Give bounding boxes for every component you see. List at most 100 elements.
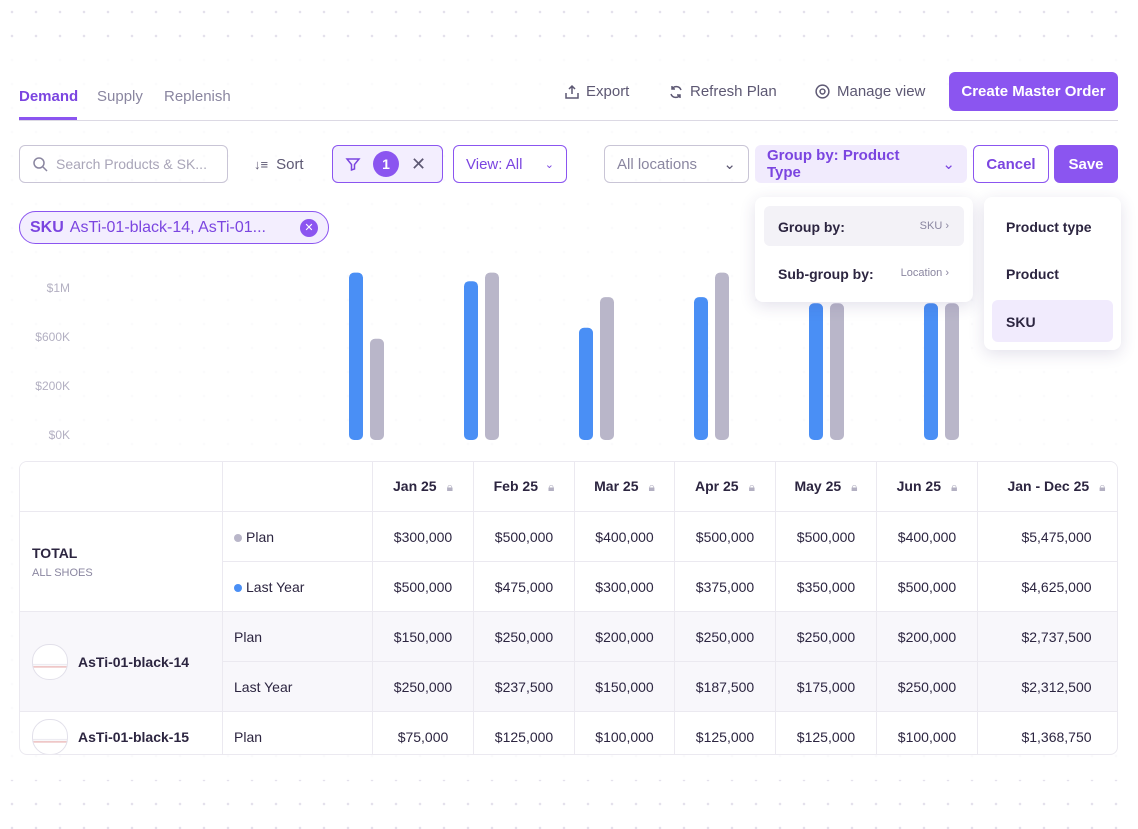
view-dropdown[interactable]: View: All ⌄: [453, 145, 567, 183]
product-thumb: [32, 718, 68, 754]
value-cell: $125,000: [674, 711, 776, 754]
value: Location: [900, 267, 943, 279]
save-button[interactable]: Save: [1054, 145, 1118, 183]
metric-label: Plan: [234, 728, 263, 745]
sort-button[interactable]: ↓≡ Sort: [242, 145, 316, 183]
value-cell: $250,000: [372, 661, 474, 712]
locations-dropdown[interactable]: All locations ⌄: [604, 145, 749, 183]
bar: [924, 303, 938, 440]
chip-label: SKU: [30, 218, 64, 236]
icon: ↓≡: [254, 156, 269, 172]
y-tick-label: $600K: [35, 330, 70, 344]
metric-cell: Last Year: [222, 661, 373, 712]
refresh-button[interactable]: Refresh Plan: [668, 83, 777, 100]
column-label: Jan 25: [393, 478, 437, 494]
value-cell: $200,000: [876, 611, 978, 662]
value-cell: $500,000: [372, 561, 474, 612]
label: All locations: [617, 155, 698, 173]
divider: [19, 120, 1118, 121]
clear-icon[interactable]: ✕: [411, 153, 427, 174]
value-cell: $300,000: [372, 511, 474, 562]
value-cell: $200,000: [574, 611, 675, 662]
search-box[interactable]: Search Products & SK...: [19, 145, 228, 183]
cancel-button[interactable]: Cancel: [973, 145, 1049, 183]
tab-underline: [19, 117, 77, 120]
value-cell: $4,625,000: [977, 561, 1117, 612]
bar: [694, 297, 708, 440]
header-cell: [222, 462, 373, 512]
create-button[interactable]: Create Master Order: [949, 72, 1118, 111]
option-menu: Product type Product SKU: [984, 197, 1121, 350]
export-button[interactable]: Export: [564, 83, 629, 100]
value: SKU: [919, 220, 943, 232]
group-cell: AsTi-01-black-14: [20, 611, 223, 712]
column-label: Apr 25: [695, 478, 739, 494]
lock-icon: 🔒︎: [547, 480, 555, 494]
value-cell: $250,000: [473, 611, 575, 662]
chip-value: AsTi-01-black-14, AsTi-01...: [69, 218, 266, 236]
data-row: AsTi-01-black-15 Plan $75,000 $125,000 $100,…: [20, 711, 1117, 754]
filter-count: 1: [373, 151, 399, 177]
tab[interactable]: Replenish: [164, 88, 231, 105]
bar: [830, 303, 844, 440]
group-name: AsTi-01-black-15: [78, 728, 190, 745]
metric-cell: Plan: [222, 611, 373, 662]
bar: [579, 327, 593, 440]
group-product: AsTi-01-black-15: [32, 718, 222, 754]
option[interactable]: Product: [1006, 266, 1059, 282]
value-cell: $500,000: [775, 511, 877, 562]
chip-remove[interactable]: ✕: [300, 218, 318, 237]
option-highlight: [992, 300, 1113, 342]
filter-chip[interactable]: 1 ✕: [332, 145, 443, 183]
lock-icon: 🔒︎: [648, 480, 655, 494]
y-tick-label: $1M: [47, 281, 70, 295]
menu-label[interactable]: Sub-group by:: [778, 266, 874, 282]
header-cell: Apr 25 🔒︎: [674, 462, 776, 512]
option[interactable]: Product type: [1006, 219, 1092, 235]
lock-icon: 🔒︎: [851, 480, 858, 494]
menu-row-highlight: [764, 206, 964, 246]
value-cell: $125,000: [775, 711, 877, 754]
value-cell: $125,000: [473, 711, 575, 754]
menu-label[interactable]: Group by:: [778, 219, 845, 235]
lock-icon: 🔒︎: [950, 480, 958, 494]
metric-cell: Plan: [222, 711, 373, 754]
value-cell: $1,368,750: [977, 711, 1117, 754]
tab[interactable]: Demand: [19, 88, 79, 105]
metric-cell: Last Year: [222, 561, 373, 612]
header-cell: Mar 25 🔒︎: [574, 462, 675, 512]
option[interactable]: SKU: [1006, 314, 1036, 330]
lock-icon: 🔒︎: [1099, 480, 1106, 494]
header-cell: Jan 25 🔒︎: [372, 462, 474, 512]
chevron: ⌄: [942, 156, 955, 173]
bar: [464, 281, 478, 440]
bar: [370, 338, 384, 440]
data-row: Last Year $500,000 $475,000 $300,000 $375,00…: [20, 561, 1117, 612]
header-row: Jan 25 🔒︎ Feb 25 🔒︎ Mar 25 🔒︎ Apr 25 🔒︎ May 25 🔒︎…: [20, 462, 1117, 512]
data-row: TOTAL ALL SHOES Plan $300,000 $500,000 $400,0…: [20, 511, 1117, 612]
tab[interactable]: Supply: [97, 88, 143, 105]
metric-label: Last Year: [234, 678, 293, 695]
value-cell: $175,000: [775, 661, 877, 712]
value-cell: $500,000: [876, 561, 978, 612]
value-cell: $100,000: [574, 711, 675, 754]
bar: [715, 272, 729, 440]
header-cell: [20, 462, 223, 512]
value-cell: $500,000: [674, 511, 776, 562]
chevron: ⌄: [723, 156, 736, 173]
selected-chip[interactable]: SKU AsTi-01-black-14, AsTi-01... ✕: [19, 211, 329, 244]
group-menu: Group by: SKU › Sub-group by: Location ›: [755, 197, 973, 302]
value-cell: $250,000: [876, 661, 978, 712]
menu-value: SKU ›: [919, 220, 949, 232]
group-by-dropdown[interactable]: Group by: Product Type ⌄: [755, 145, 967, 183]
value-cell: $150,000: [372, 611, 474, 662]
bar: [600, 297, 614, 440]
bar: [485, 272, 499, 440]
menu-value: Location ›: [900, 267, 949, 279]
value-cell: $500,000: [473, 511, 575, 562]
manage-view-button[interactable]: Manage view: [814, 83, 925, 100]
label: Manage view: [837, 83, 926, 100]
metric-label: Plan: [234, 628, 263, 645]
lock-icon: 🔒︎: [748, 480, 755, 494]
